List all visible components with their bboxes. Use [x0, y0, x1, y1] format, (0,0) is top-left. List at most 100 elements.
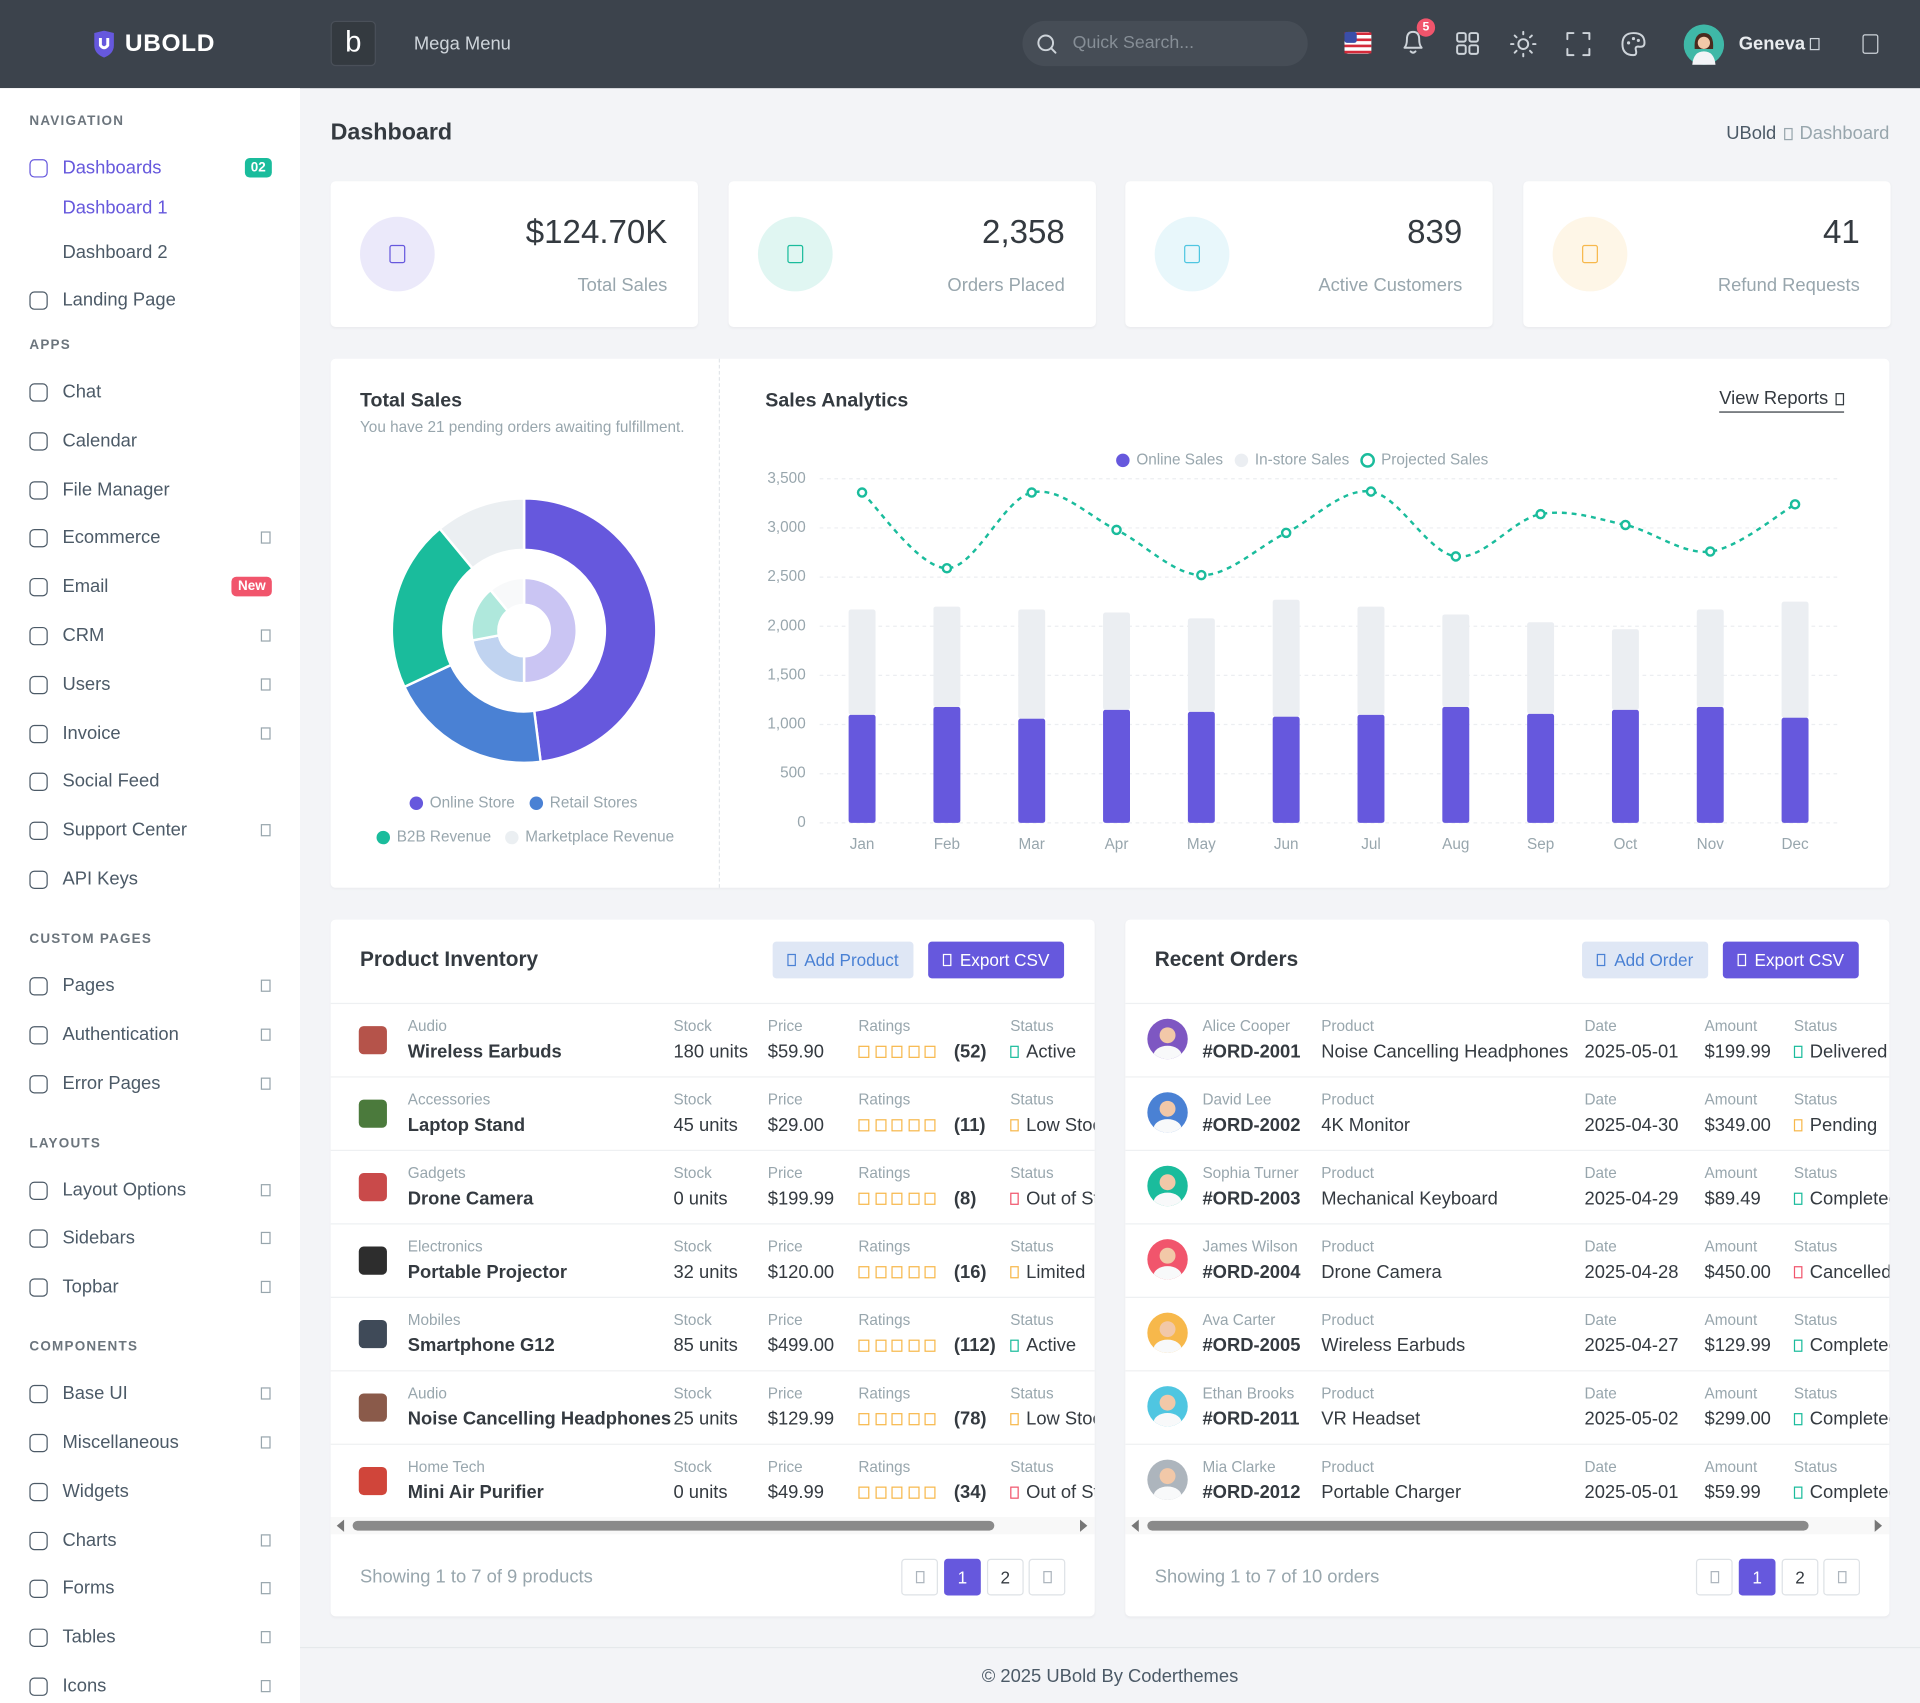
table-row: Audio Noise Cancelling Headphones Stock 25 …	[330, 1371, 1095, 1445]
flag-canton	[1344, 31, 1357, 43]
status-icon	[1793, 1486, 1803, 1499]
menu-item[interactable]: Charts	[0, 1515, 300, 1564]
menu-item[interactable]: Topbar	[0, 1263, 300, 1312]
product-category: Audio	[407, 1017, 447, 1035]
fullscreen-icon[interactable]	[1566, 32, 1591, 57]
page-button[interactable]: 1	[944, 1558, 981, 1596]
menu-arrow	[260, 1077, 271, 1090]
menu-icon	[29, 977, 48, 996]
scroll-thumb[interactable]	[1147, 1520, 1809, 1531]
action-button[interactable]: Add Order	[1582, 941, 1708, 979]
sun-rays	[1510, 30, 1537, 58]
rating-star	[924, 1413, 936, 1426]
review-count: (8)	[953, 1188, 977, 1210]
scroll-arrow-right[interactable]	[1874, 1519, 1883, 1532]
column-label: Stock	[673, 1311, 712, 1329]
section-title: NAVIGATION	[29, 113, 125, 129]
user-caret[interactable]	[1809, 37, 1820, 51]
rating-star	[858, 1413, 870, 1426]
card-actions: Add Product Export CSV	[772, 941, 1065, 979]
menu-item[interactable]: Layout Options	[0, 1165, 300, 1214]
scroll-arrow-right[interactable]	[1080, 1519, 1088, 1532]
menu-item[interactable]: API Keys	[0, 855, 300, 904]
submenu-item[interactable]: Dashboard 2	[0, 231, 300, 273]
menu-item[interactable]: Icons	[0, 1662, 300, 1703]
stat-icon	[1154, 216, 1230, 292]
page-prev[interactable]	[901, 1558, 938, 1596]
menu-item[interactable]: Chat	[0, 367, 300, 416]
brand-name[interactable]: UBOLD	[124, 30, 216, 57]
apps-icon[interactable]	[1456, 32, 1480, 56]
column-label: Date	[1584, 1311, 1617, 1329]
action-button[interactable]: Export CSV	[927, 941, 1065, 979]
menu-item[interactable]: Landing Page	[0, 276, 300, 325]
menu-item[interactable]: Error Pages	[0, 1059, 300, 1108]
status-text: Active	[1026, 1335, 1077, 1357]
theme-icon[interactable]	[1510, 30, 1537, 58]
menu-item[interactable]: Calendar	[0, 416, 300, 465]
menu-item[interactable]: Base UI	[0, 1369, 300, 1418]
menu-item[interactable]: CRM	[0, 611, 300, 660]
menu-label: Base UI	[62, 1383, 128, 1405]
mega-menu[interactable]: Mega Menu	[413, 33, 511, 55]
breadcrumb-item[interactable]: UBold	[1726, 123, 1777, 144]
menu-item[interactable]: Support Center	[0, 806, 300, 855]
status-text: Low Stock	[1026, 1114, 1095, 1136]
avatar-face	[1159, 1321, 1176, 1338]
page-next[interactable]	[1028, 1558, 1066, 1596]
menu-item[interactable]: Pages	[0, 961, 300, 1010]
menu-item[interactable]: Miscellaneous	[0, 1418, 300, 1467]
scroll-thumb[interactable]	[352, 1520, 995, 1531]
search-box[interactable]: Quick Search...	[1022, 20, 1308, 67]
table-row: Electronics Portable Projector Stock 32 uni…	[330, 1224, 1095, 1298]
palette-icon[interactable]	[1620, 31, 1647, 58]
submenu-label: Dashboard 1	[62, 197, 168, 219]
scroll-arrow-left[interactable]	[336, 1519, 345, 1532]
status-text: Out of Stock	[1026, 1482, 1095, 1504]
menu-item[interactable]: Widgets	[0, 1467, 300, 1516]
user-name[interactable]: Geneva	[1738, 33, 1806, 55]
scroll-arrow-left[interactable]	[1131, 1519, 1139, 1532]
page-button[interactable]: 2	[1781, 1558, 1819, 1596]
page-button[interactable]: 2	[986, 1558, 1024, 1596]
link-icon	[1835, 392, 1845, 405]
view-reports-link[interactable]: View Reports	[1719, 388, 1845, 413]
column-label: Status	[1010, 1164, 1054, 1182]
action-button[interactable]: Add Product	[772, 941, 914, 979]
cell-value: 2025-05-01	[1584, 1041, 1679, 1063]
menu-item[interactable]: Dashboards 02	[0, 143, 300, 192]
menu-item[interactable]: Email New	[0, 562, 300, 611]
page-next[interactable]	[1823, 1558, 1860, 1596]
sidebar-toggle[interactable]	[1862, 34, 1879, 54]
column-label: Ratings	[858, 1017, 911, 1035]
status-icon	[1793, 1192, 1803, 1205]
column-label: Product	[1321, 1164, 1374, 1182]
card-title: Product Inventory	[360, 947, 539, 972]
menu-item[interactable]: Authentication	[0, 1010, 300, 1059]
menu-item[interactable]: Tables	[0, 1613, 300, 1662]
column-label: Status	[1010, 1017, 1054, 1035]
avatar-body	[1153, 1486, 1182, 1500]
search-icon-handle	[1050, 47, 1057, 54]
language-flag[interactable]	[1344, 31, 1372, 54]
menu-toggle[interactable]: b	[330, 20, 376, 67]
action-button[interactable]: Export CSV	[1722, 941, 1859, 979]
product-name: Mini Air Purifier	[407, 1482, 544, 1504]
menu-item[interactable]: File Manager	[0, 465, 300, 514]
menu-item[interactable]: Ecommerce	[0, 514, 300, 563]
menu-item[interactable]: Sidebars	[0, 1214, 300, 1263]
page-prev[interactable]	[1695, 1558, 1733, 1596]
menu-label: Calendar	[62, 430, 137, 451]
menu-item[interactable]: Users	[0, 660, 300, 709]
menu-arrow	[260, 824, 271, 837]
submenu-item[interactable]: Dashboard 1	[0, 187, 300, 229]
menu-item[interactable]: Forms	[0, 1564, 300, 1613]
notification-icon[interactable]	[1400, 27, 1427, 59]
page-button[interactable]: 1	[1738, 1558, 1776, 1596]
rating-star	[908, 1486, 920, 1499]
review-count: (52)	[953, 1041, 987, 1063]
user-avatar[interactable]	[1683, 24, 1725, 65]
menu-item[interactable]: Social Feed	[0, 757, 300, 806]
cell-value: $59.90	[767, 1041, 824, 1063]
menu-item[interactable]: Invoice	[0, 708, 300, 757]
